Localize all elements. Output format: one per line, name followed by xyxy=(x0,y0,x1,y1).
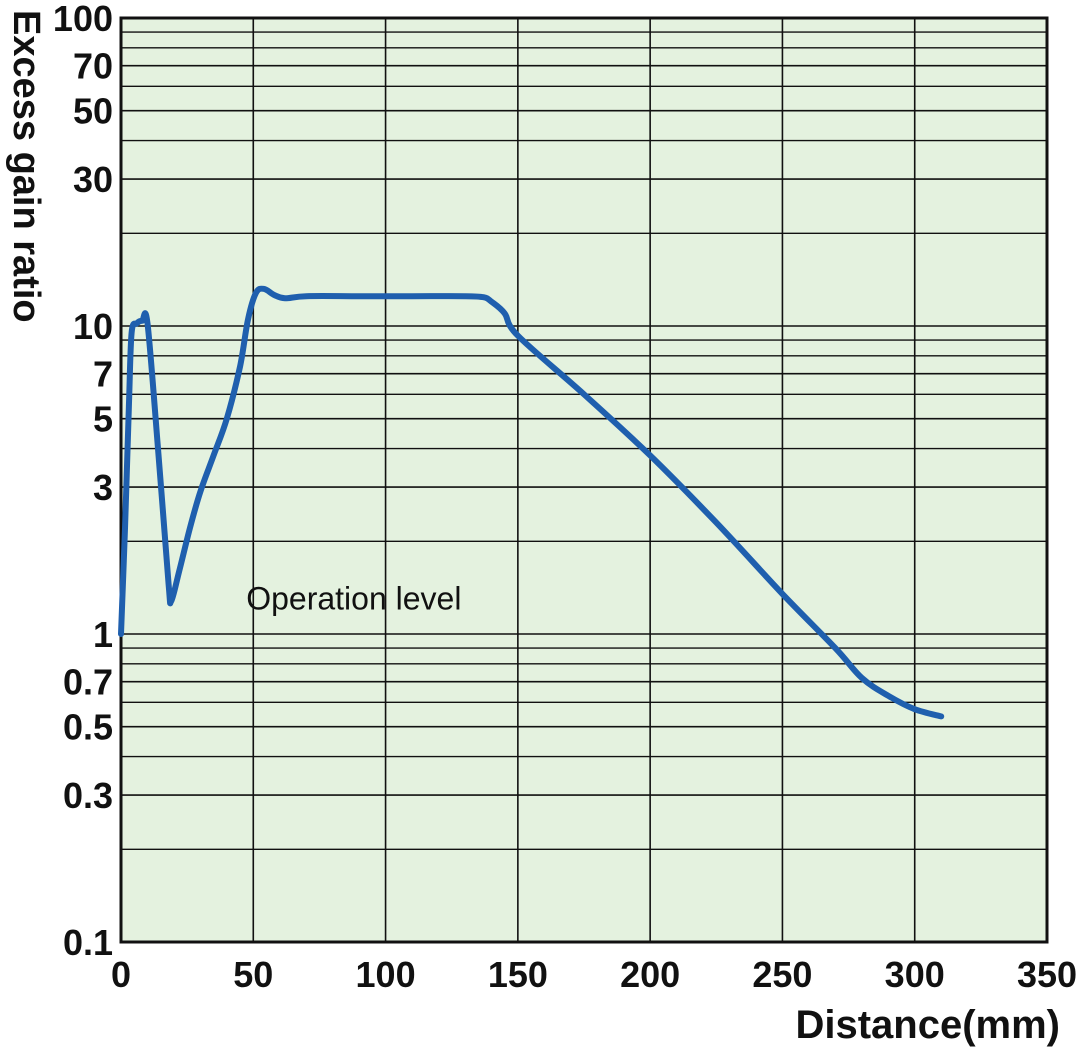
x-tick-label: 50 xyxy=(233,954,273,995)
x-tick-labels: 0 50 100 150 200 250 300 350 xyxy=(111,954,1077,995)
y-tick-label: 7 xyxy=(93,354,113,395)
x-tick-label: 350 xyxy=(1017,954,1077,995)
plot-background xyxy=(121,18,1047,942)
y-tick-label: 10 xyxy=(73,306,113,347)
y-tick-label: 70 xyxy=(73,46,113,87)
y-tick-label: 3 xyxy=(93,467,113,508)
y-tick-label: 30 xyxy=(73,159,113,200)
y-tick-label: 5 xyxy=(93,399,113,440)
y-tick-label: 50 xyxy=(73,91,113,132)
y-tick-label: 0.5 xyxy=(63,707,113,748)
y-tick-label: 0.7 xyxy=(63,662,113,703)
y-tick-label: 1 xyxy=(93,614,113,655)
excess-gain-curve xyxy=(118,285,945,720)
x-tick-label: 150 xyxy=(488,954,548,995)
x-tick-label: 100 xyxy=(356,954,416,995)
x-tick-label: 200 xyxy=(620,954,680,995)
x-tick-label: 250 xyxy=(752,954,812,995)
x-tick-label: 300 xyxy=(885,954,945,995)
y-axis-title: Excess gain ratio xyxy=(5,10,47,323)
x-axis-title: Distance(mm) xyxy=(795,1003,1060,1047)
y-tick-label: 0.3 xyxy=(63,775,113,816)
series-layer xyxy=(118,285,945,720)
operation-level-annotation: Operation level xyxy=(246,581,461,617)
y-tick-label: 100 xyxy=(53,0,113,39)
x-tick-label: 0 xyxy=(111,954,131,995)
plot-frame xyxy=(119,16,1049,944)
y-tick-label: 0.1 xyxy=(63,922,113,963)
